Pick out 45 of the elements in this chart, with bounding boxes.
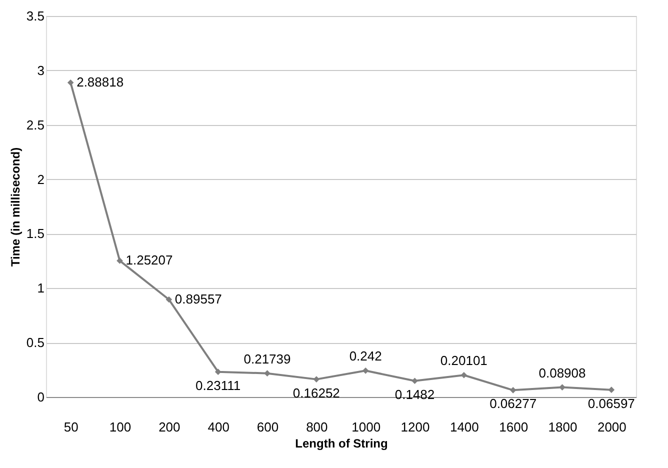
x-tick-label: 100 [109, 420, 132, 434]
data-label: 0.21739 [244, 351, 291, 366]
point [460, 372, 468, 378]
y-tick-label: 2.5 [26, 117, 44, 132]
data-label: 0.06277 [490, 396, 537, 412]
point [116, 258, 123, 264]
x-tick-label: 1000 [352, 420, 381, 434]
point [264, 370, 270, 376]
x-axis-title: Length of String [295, 436, 388, 450]
y-axis-title: Time (in millisecond) [8, 147, 22, 267]
point [412, 378, 418, 384]
data-label: 0.242 [349, 348, 382, 364]
y-tick-label: 0 [37, 390, 44, 404]
data-label: 0.16252 [292, 385, 340, 400]
y-tick-label: 2 [37, 172, 44, 187]
data-label: 0.23111 [196, 378, 241, 393]
point [510, 387, 516, 394]
data-label: 0.20101 [440, 353, 488, 368]
point [214, 368, 222, 376]
data-label: 0.1482 [394, 386, 435, 402]
x-tick-label: 1800 [548, 420, 578, 434]
point [313, 376, 320, 382]
point [166, 296, 172, 303]
point [362, 367, 369, 374]
y-tick-label: 1.5 [26, 226, 44, 242]
x-tick-label: 600 [256, 420, 279, 434]
y-tick-label: 3.5 [26, 8, 44, 24]
x-tick-label: 800 [306, 420, 328, 434]
y-tick-label: 1 [37, 280, 44, 296]
data-label: 2.88818 [76, 74, 124, 90]
y-tick-label: 0.5 [26, 335, 44, 350]
data-label: 1.25207 [126, 252, 173, 268]
x-tick-label: 400 [208, 420, 230, 434]
x-tick-label: 1600 [499, 420, 528, 434]
data-label: 0.06597 [588, 396, 635, 411]
data-label: 0.08908 [538, 365, 586, 380]
data-label: 0.89557 [174, 292, 222, 307]
x-tick-label: 200 [158, 420, 180, 434]
point [67, 79, 74, 86]
point [608, 386, 615, 393]
y-tick-label: 3 [37, 62, 44, 78]
x-tick-label: 50 [64, 420, 78, 434]
x-tick-label: 1400 [450, 420, 479, 434]
x-tick-label: 1200 [400, 420, 430, 434]
x-tick-label: 2000 [597, 420, 626, 434]
